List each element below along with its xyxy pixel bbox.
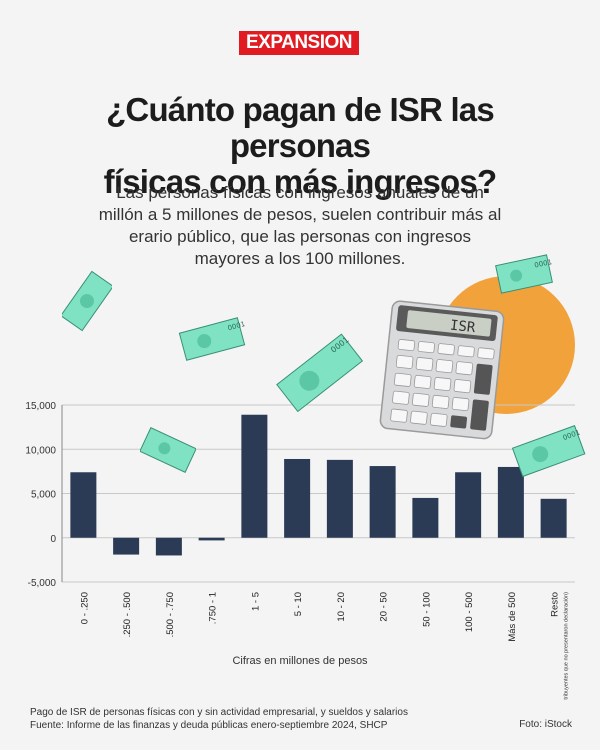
bar	[284, 458, 311, 538]
bar-chart: -5,000 0 5,000 10,000 15,000 0 - .250 .250 - …	[25, 401, 575, 700]
banknote-label: 0001	[534, 258, 553, 270]
x-tick-label: 10 - 20	[336, 592, 347, 622]
photo-credit: Foto: iStock	[519, 719, 572, 730]
x-tick-label: 0 - .250	[79, 592, 90, 624]
banknote-icon: 0001	[178, 317, 246, 361]
title-line-1: ¿Cuánto pagan de ISR las personas	[106, 91, 495, 164]
page-title: ¿Cuánto pagan de ISR las personas física…	[40, 92, 560, 200]
bar	[326, 459, 353, 538]
bar	[241, 414, 268, 538]
banknote-icon: 0001	[495, 254, 553, 294]
banknote-icon	[62, 270, 112, 332]
x-tick-label: .750 - 1	[208, 592, 219, 624]
calculator-display: ISR	[449, 318, 476, 337]
bar	[113, 537, 140, 555]
banknote-icon: 0001	[276, 333, 364, 412]
bar	[70, 472, 97, 538]
bar	[540, 498, 567, 538]
x-tick-label: Más de 500	[507, 592, 518, 642]
y-tick-label: 0	[50, 534, 56, 545]
bar	[369, 466, 396, 538]
x-tick-label: Resto	[550, 592, 561, 617]
banknote-icon: 0001	[512, 425, 586, 478]
x-tick-label: 100 - 500	[464, 592, 475, 632]
x-tick-label: 1 - 5	[250, 592, 261, 611]
footer-source: Pago de ISR de personas físicas con y si…	[30, 706, 408, 732]
subtitle: Las personas físicas con ingresos anuale…	[98, 183, 502, 268]
y-tick-label: 5,000	[31, 490, 56, 501]
x-tick-label: .250 - .500	[122, 592, 133, 637]
bar	[497, 466, 524, 538]
brand-logo: EXPANSION	[239, 31, 359, 55]
x-axis: 0 - .250 .250 - .500 .500 - .750 .750 - 1 1 …	[79, 592, 569, 700]
bar	[155, 537, 182, 556]
x-axis-title: Cifras en millones de pesos	[232, 655, 368, 667]
calculator-illustration: ISR	[379, 300, 505, 440]
banknote-icon	[140, 426, 196, 474]
y-axis: -5,000 0 5,000 10,000 15,000	[25, 401, 63, 589]
footer-source-line: Fuente: Informe de las finanzas y deuda …	[30, 720, 388, 731]
footer-description: Pago de ISR de personas físicas con y si…	[30, 707, 408, 718]
y-tick-label: 10,000	[25, 445, 56, 456]
x-tick-label: 5 - 10	[293, 592, 304, 616]
y-tick-label: 15,000	[25, 401, 56, 412]
title-line-2: físicas con más ingresos?	[103, 163, 497, 200]
bar	[455, 472, 482, 538]
x-tick-note: (contribuyentes que no presentaron decla…	[564, 592, 570, 700]
x-tick-label: .500 - .750	[165, 592, 176, 637]
chart-bars	[70, 414, 567, 556]
x-tick-label: 20 - 50	[379, 592, 390, 622]
x-tick-label: 50 - 100	[421, 592, 432, 627]
bar	[198, 537, 225, 541]
y-tick-label: -5,000	[28, 578, 57, 589]
bar	[412, 497, 439, 538]
